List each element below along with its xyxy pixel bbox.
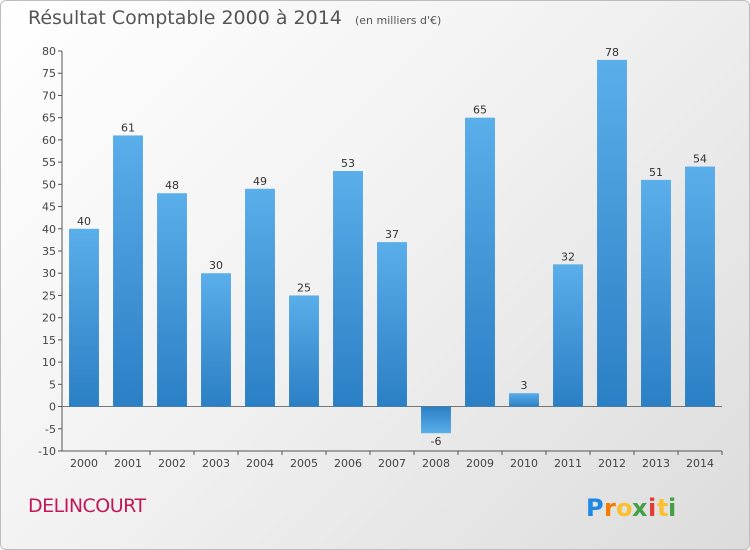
chart-title: Résultat Comptable 2000 à 2014 (en milli… (28, 7, 441, 29)
y-tick-label: 35 (42, 245, 56, 258)
y-tick-label: 70 (42, 89, 56, 102)
x-tick-label: 2008 (422, 457, 450, 470)
bar-2010 (509, 393, 539, 407)
x-tick-label: 2011 (554, 457, 582, 470)
y-tick-label: 15 (42, 334, 56, 347)
x-tick-label: 2003 (202, 457, 230, 470)
logo-letter: r (604, 494, 616, 522)
logo-letter: o (616, 494, 633, 522)
bar-2012 (597, 59, 627, 407)
logo-letter: i (668, 494, 676, 522)
data-label: 65 (473, 104, 487, 117)
data-label: 53 (341, 157, 355, 170)
y-tick-label: 60 (42, 134, 56, 147)
y-tick-label: 65 (42, 112, 56, 125)
y-tick-label: 55 (42, 156, 56, 169)
bar-2009 (465, 117, 495, 407)
x-tick-label: 2013 (642, 457, 670, 470)
chart-title-main: Résultat Comptable 2000 à 2014 (28, 7, 342, 29)
y-tick-label: 45 (42, 201, 56, 214)
y-tick-label: 75 (42, 67, 56, 80)
x-tick-label: 2005 (290, 457, 318, 470)
bar-2002 (157, 193, 187, 407)
commune-name: DELINCOURT (28, 495, 146, 517)
x-tick-label: 2010 (510, 457, 538, 470)
data-label: 32 (561, 250, 575, 263)
x-tick-label: 2004 (246, 457, 274, 470)
bar-2007 (377, 242, 407, 407)
x-tick-label: 2014 (686, 457, 714, 470)
y-tick-label: -5 (45, 423, 56, 436)
y-tick-label: -10 (38, 445, 56, 458)
y-tick-label: 5 (49, 378, 56, 391)
data-label: 49 (253, 175, 267, 188)
logo-letter: P (586, 494, 604, 522)
x-tick-label: 2001 (114, 457, 142, 470)
data-label: 61 (121, 121, 135, 134)
bar-2001 (113, 135, 143, 407)
x-tick-label: 2009 (466, 457, 494, 470)
data-label: 30 (209, 259, 223, 272)
data-label: 40 (77, 215, 91, 228)
x-tick-label: 2000 (70, 457, 98, 470)
x-tick-label: 2006 (334, 457, 362, 470)
y-tick-label: 0 (49, 401, 56, 414)
y-tick-label: 25 (42, 289, 56, 302)
bar-2000 (69, 228, 99, 407)
bar-2004 (245, 188, 275, 407)
y-tick-label: 50 (42, 178, 56, 191)
bar-2005 (289, 295, 319, 407)
y-tick-label: 40 (42, 223, 56, 236)
y-tick-label: 20 (42, 312, 56, 325)
bar-2011 (553, 264, 583, 407)
x-tick-label: 2002 (158, 457, 186, 470)
logo-letter: i (648, 494, 656, 522)
x-tick-label: 2007 (378, 457, 406, 470)
bar-2008 (421, 406, 451, 434)
bar-2003 (201, 273, 231, 407)
y-tick-label: 80 (42, 45, 56, 58)
data-label: 54 (693, 153, 707, 166)
y-tick-label: 10 (42, 356, 56, 369)
data-label: 78 (605, 46, 619, 59)
logo-letter: x (632, 494, 648, 522)
data-label: 3 (521, 379, 528, 392)
x-tick-label: 2012 (598, 457, 626, 470)
data-label: 25 (297, 281, 311, 294)
data-label: 37 (385, 228, 399, 241)
data-label: -6 (431, 435, 442, 448)
bar-2006 (333, 171, 363, 407)
data-label: 48 (165, 179, 179, 192)
bar-2013 (641, 179, 671, 407)
y-tick-label: 30 (42, 267, 56, 280)
bar-2014 (685, 166, 715, 407)
logo-letter: t (657, 494, 668, 522)
chart-subtitle: (en milliers d'€) (354, 14, 442, 27)
data-label: 51 (649, 166, 663, 179)
